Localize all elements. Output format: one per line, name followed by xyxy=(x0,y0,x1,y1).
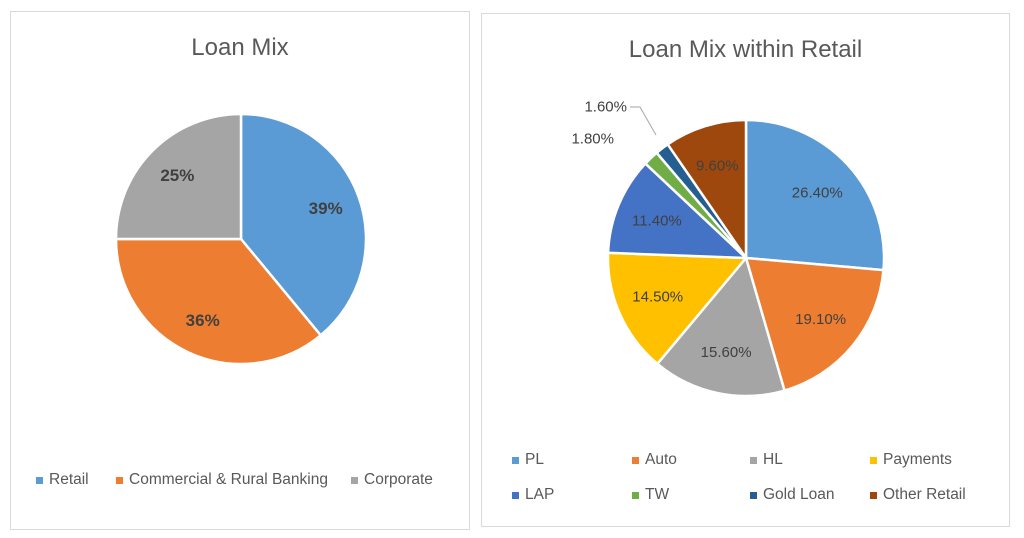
legend-label: Gold Loan xyxy=(763,486,835,503)
chart-title: Loan Mix within Retail xyxy=(628,36,863,63)
legend-item-lap: LAP xyxy=(512,486,554,504)
chart-title: Loan Mix xyxy=(191,34,289,61)
leader-line xyxy=(630,106,657,136)
pie-slice-other-retail xyxy=(666,118,748,260)
data-label: 26.40% xyxy=(792,184,843,201)
pie-slice-retail xyxy=(239,112,368,337)
legend-label: Retail xyxy=(49,471,89,488)
legend-item-corporate: Corporate xyxy=(351,471,433,489)
legend-label: TW xyxy=(645,486,670,503)
legend-label: PL xyxy=(525,451,544,468)
legend-label: Payments xyxy=(883,451,952,468)
data-label: 39% xyxy=(309,199,343,218)
legend-swatch xyxy=(36,476,43,484)
legend-swatch xyxy=(512,456,519,464)
pie-slice-auto xyxy=(744,256,885,392)
pie-plot-area: 39% 36% 25% xyxy=(114,112,368,366)
legend-swatch xyxy=(632,456,639,464)
data-label: 25% xyxy=(160,166,194,185)
legend-item-payments: Payments xyxy=(870,451,952,469)
legend: PL Auto HL Payments LAP TW Gold Loan Other Reta… xyxy=(482,14,1011,528)
data-label: 11.40% xyxy=(632,212,682,229)
pie-slice-corporate xyxy=(114,112,243,241)
legend-swatch xyxy=(116,476,123,484)
legend-item-retail: Retail xyxy=(36,471,89,489)
legend-swatch xyxy=(632,491,639,499)
legend-label: Auto xyxy=(645,451,677,468)
loan-mix-chart: Loan Mix 39% 36% 25% Retail Commercial & Ru… xyxy=(10,11,470,530)
legend-item-auto: Auto xyxy=(632,451,677,469)
pie-slice-hl xyxy=(656,256,786,398)
legend: Retail Commercial & Rural Banking Corporat… xyxy=(11,12,471,531)
pie-slice-commercial-rural-banking xyxy=(114,237,322,366)
loan-mix-within-retail-chart: Loan Mix within Retail 26.40% 19.10% 15.60… xyxy=(481,13,1010,527)
data-label: 9.60% xyxy=(696,157,739,174)
legend-swatch xyxy=(750,456,757,464)
data-label: 1.80% xyxy=(571,131,614,148)
legend-swatch xyxy=(750,491,757,499)
legend-item-tw: TW xyxy=(632,486,669,504)
legend-label: HL xyxy=(763,451,783,468)
legend-item-pl: PL xyxy=(512,451,544,469)
pie-slice-lap xyxy=(606,162,748,260)
legend-swatch xyxy=(351,476,358,484)
legend-swatch xyxy=(870,456,877,464)
data-label: 36% xyxy=(186,311,220,330)
legend-item-commercial-rural-banking: Commercial & Rural Banking xyxy=(116,471,328,489)
data-label: 1.60% xyxy=(584,99,627,116)
legend-label: LAP xyxy=(525,486,555,503)
data-label: 14.50% xyxy=(632,289,683,306)
pie-plot-area: 26.40% 19.10% 15.60% 14.50% 11.40% 1.80% 1.60%… xyxy=(571,99,886,398)
legend-item-hl: HL xyxy=(750,451,783,469)
legend-label: Other Retail xyxy=(883,486,966,503)
legend-swatch xyxy=(870,491,877,499)
legend-swatch xyxy=(512,491,519,499)
legend-label: Commercial & Rural Banking xyxy=(129,471,328,488)
legend-item-gold-loan: Gold Loan xyxy=(750,486,835,504)
legend-label: Corporate xyxy=(364,471,433,488)
legend-item-other-retail: Other Retail xyxy=(870,486,966,504)
pie-slice-payments xyxy=(606,251,748,366)
data-label: 19.10% xyxy=(795,311,846,328)
data-label: 15.60% xyxy=(701,344,752,361)
pie-slice-pl xyxy=(744,118,886,272)
